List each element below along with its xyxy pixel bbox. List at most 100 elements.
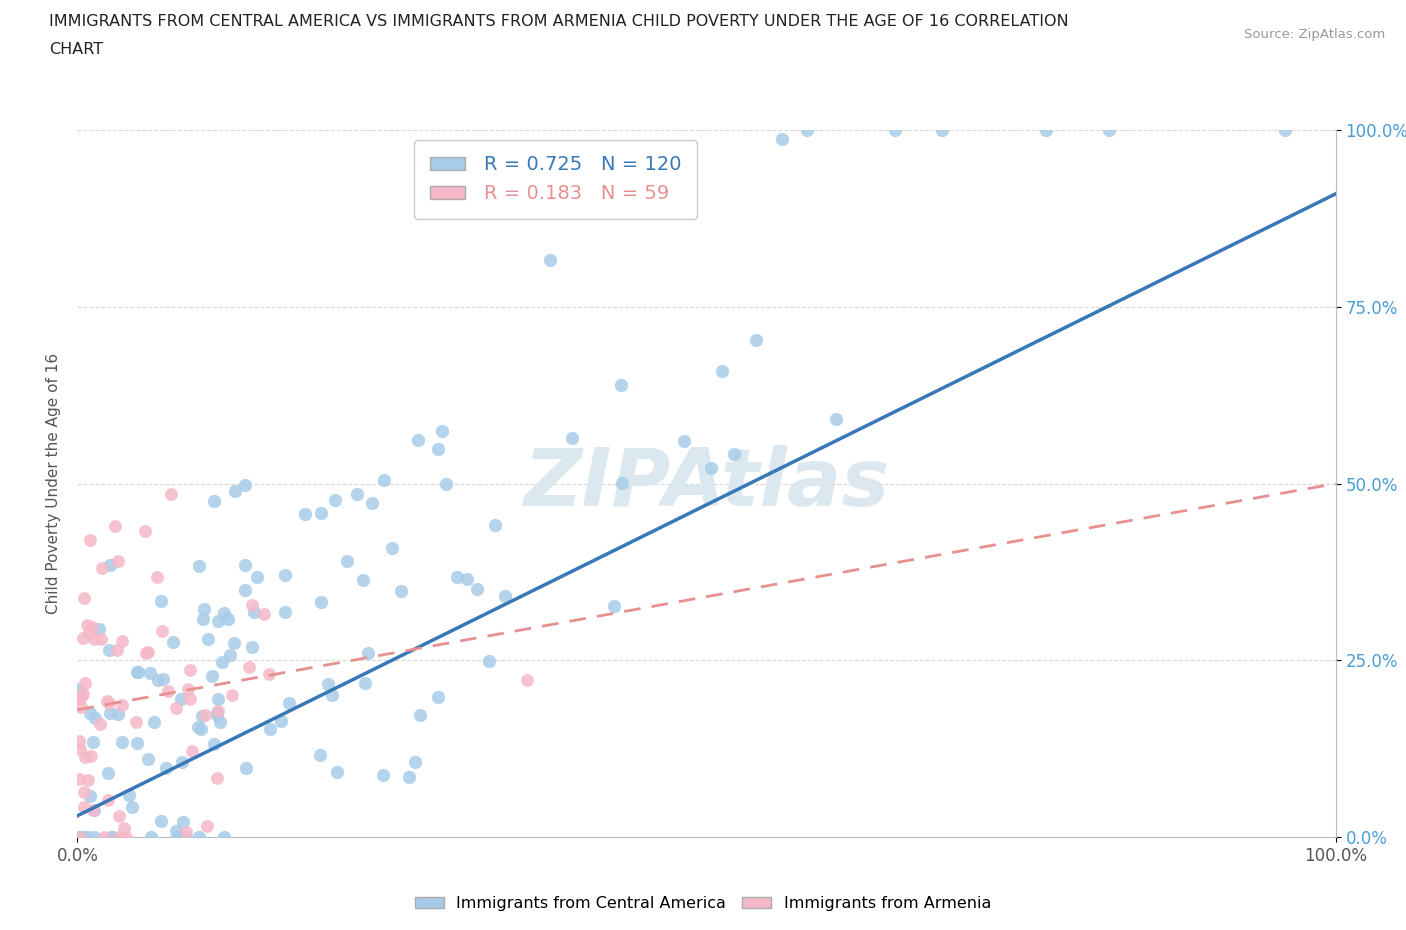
Point [217, 611, 239, 626]
Point [150, 624, 173, 639]
Point [111, 634, 134, 649]
Point [110, 698, 132, 712]
Point [108, 830, 131, 844]
Point [238, 659, 260, 674]
Point [432, 424, 454, 439]
Point [136, 644, 159, 659]
Point [309, 748, 332, 763]
Point [194, 707, 217, 722]
Point [84, 711, 107, 726]
Point [233, 558, 256, 573]
Point [233, 583, 256, 598]
Point [169, 691, 191, 706]
Point [146, 569, 169, 584]
Point [90, 631, 112, 646]
Point [323, 493, 346, 508]
Point [242, 598, 264, 613]
Point [1098, 123, 1121, 138]
Point [796, 123, 818, 138]
Point [176, 682, 198, 697]
Point [105, 643, 128, 658]
Point [465, 582, 488, 597]
Point [373, 768, 395, 783]
Point [152, 671, 174, 686]
Point [242, 640, 264, 655]
Point [136, 751, 159, 766]
Point [270, 713, 292, 728]
Point [354, 675, 377, 690]
Point [931, 123, 953, 138]
Point [77, 626, 100, 641]
Point [456, 572, 478, 587]
Point [143, 714, 166, 729]
Legend: Immigrants from Central America, Immigrants from Armenia: Immigrants from Central America, Immigra… [409, 890, 997, 917]
Point [561, 431, 583, 445]
Point [69, 690, 91, 705]
Point [404, 755, 426, 770]
Point [434, 477, 457, 492]
Point [211, 655, 233, 670]
Point [446, 569, 468, 584]
Point [98, 705, 121, 720]
Point [700, 460, 723, 475]
Point [235, 760, 257, 775]
Point [73, 800, 96, 815]
Point [193, 612, 215, 627]
Point [79, 705, 101, 720]
Point [187, 720, 209, 735]
Point [357, 646, 380, 661]
Point [212, 606, 235, 621]
Point [187, 559, 209, 574]
Point [516, 672, 538, 687]
Point [389, 583, 412, 598]
Point [82, 619, 104, 634]
Point [326, 764, 349, 779]
Point [207, 704, 229, 719]
Point [259, 722, 281, 737]
Point [246, 569, 269, 584]
Point [484, 517, 506, 532]
Point [80, 749, 103, 764]
Point [190, 722, 212, 737]
Point [195, 818, 218, 833]
Point [69, 741, 91, 756]
Point [179, 692, 201, 707]
Point [825, 412, 848, 427]
Point [165, 700, 187, 715]
Point [1274, 123, 1296, 138]
Point [723, 447, 745, 462]
Point [76, 618, 98, 632]
Point [165, 824, 187, 839]
Point [207, 692, 229, 707]
Point [710, 364, 733, 379]
Point [83, 631, 105, 646]
Point [172, 815, 194, 830]
Point [361, 496, 384, 511]
Point [214, 830, 236, 844]
Point [83, 830, 105, 844]
Point [427, 442, 450, 457]
Point [201, 669, 224, 684]
Point [179, 663, 201, 678]
Point [77, 773, 100, 788]
Point [205, 771, 228, 786]
Point [243, 604, 266, 619]
Point [79, 789, 101, 804]
Point [97, 765, 120, 780]
Point [155, 761, 177, 776]
Point [346, 487, 368, 502]
Point [73, 784, 96, 799]
Point [112, 820, 135, 835]
Point [125, 736, 148, 751]
Point [884, 123, 907, 138]
Point [309, 595, 332, 610]
Point [73, 675, 96, 690]
Text: Source: ZipAtlas.com: Source: ZipAtlas.com [1244, 28, 1385, 41]
Point [73, 591, 96, 605]
Point [176, 824, 198, 839]
Point [202, 737, 225, 751]
Point [107, 707, 129, 722]
Point [408, 432, 430, 447]
Point [91, 561, 114, 576]
Point [172, 755, 194, 770]
